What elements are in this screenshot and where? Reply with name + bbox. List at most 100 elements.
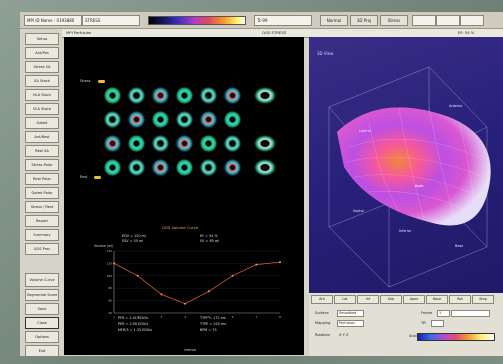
slice-thumbnail[interactable]	[128, 135, 145, 152]
mapping-label: Mapping	[315, 321, 331, 325]
sidebar-item-stress-sa[interactable]: Stress SA	[25, 61, 59, 73]
heart-mesh	[346, 106, 485, 220]
viewer-title-right: EF: 54 %	[458, 30, 475, 35]
label-septal: Septal	[353, 209, 364, 213]
stat-edv: EDV = 120 ml	[122, 234, 146, 238]
sidebar-item-stress-rest[interactable]: Stress / Rest	[25, 201, 59, 213]
sidebar-item-setup[interactable]: Setup	[25, 33, 59, 45]
x-tick-label: 8	[279, 315, 281, 319]
tab-sep[interactable]: Sep	[380, 295, 402, 304]
slice-thumbnail[interactable]	[176, 87, 193, 104]
3d-view-panel[interactable]: 3D View Anterior Lateral	[309, 37, 503, 293]
y-tick-label: 120	[107, 261, 113, 265]
long-axis-thumbnail[interactable]	[254, 135, 276, 152]
tab-lat[interactable]: Lat	[334, 295, 356, 304]
3d-proj-button[interactable]: 3D Proj	[350, 15, 378, 26]
tab-apex[interactable]: Apex	[403, 295, 425, 304]
y-tick-label: 140	[107, 249, 113, 253]
sidebar-item-rest-polar[interactable]: Rest Polar	[25, 173, 59, 185]
patient-field[interactable]: MPI ID Name : 0193880	[24, 15, 82, 26]
slice-thumbnail[interactable]	[128, 87, 145, 104]
isotope-field[interactable]: Tc-99	[254, 15, 312, 26]
tr-field[interactable]	[431, 320, 444, 327]
stress-button[interactable]: Stress	[380, 15, 408, 26]
sidebar-item-vla-stack[interactable]: VLA Stack	[25, 103, 59, 115]
rotation-axes[interactable]: X Y Z	[339, 333, 349, 337]
slice-thumbnail[interactable]	[176, 159, 193, 176]
slice-thumbnail[interactable]	[200, 111, 217, 128]
3d-heart-render[interactable]: 3D View Anterior Lateral	[309, 37, 503, 293]
sidebar-item-ant-rest[interactable]: Ant/Rest	[25, 131, 59, 143]
sidebar-item-qgs-proc[interactable]: QGS Proc	[25, 243, 59, 255]
option-field-1[interactable]	[412, 15, 436, 26]
heart-surface	[337, 107, 491, 226]
x-tick-label: 1	[113, 315, 115, 319]
frame-select[interactable]	[451, 310, 490, 317]
tab-base[interactable]: Base	[426, 295, 448, 304]
3d-controls-panel: Ant Lat Inf Sep Apex Base Rot Stop Surfa…	[309, 293, 503, 356]
x-tick-label: 6	[232, 315, 234, 319]
sidebar: Setup Ant/Pos Stress SA SA Stack HLA Sta…	[20, 29, 62, 356]
slice-thumbnail[interactable]	[104, 135, 121, 152]
slices-panel: Stress Rest QGS Volume Curve Volume (ml)…	[64, 37, 304, 355]
slice-thumbnail[interactable]	[224, 87, 241, 104]
sidebar-item-ant-pos[interactable]: Ant/Pos	[25, 47, 59, 59]
slice-thumbnail[interactable]	[224, 159, 241, 176]
sidebar-item-rest-sa[interactable]: Rest SA	[25, 145, 59, 157]
tr-label: TR	[421, 321, 426, 325]
sidebar-item-exit[interactable]: Exit	[25, 345, 59, 356]
curve-point	[231, 274, 234, 277]
slice-thumbnail[interactable]	[176, 135, 193, 152]
slice-thumbnail[interactable]	[104, 159, 121, 176]
sidebar-item-stress-polar[interactable]: Stress Polar	[25, 159, 59, 171]
slice-thumbnail[interactable]	[200, 159, 217, 176]
slice-thumbnail[interactable]	[128, 111, 145, 128]
curve-point	[255, 263, 258, 266]
normal-button[interactable]: Normal	[320, 15, 348, 26]
long-axis-thumbnail[interactable]	[254, 159, 276, 176]
tab-stop[interactable]: Stop	[472, 295, 494, 304]
option-field-3[interactable]	[460, 15, 484, 26]
slice-thumbnail[interactable]	[224, 135, 241, 152]
stress-label: Stress	[80, 79, 91, 83]
stat-ef: EF = 54 %	[200, 234, 218, 238]
slice-thumbnail[interactable]	[152, 87, 169, 104]
slice-thumbnail[interactable]	[152, 135, 169, 152]
tab-ant[interactable]: Ant	[311, 295, 333, 304]
slice-thumbnail[interactable]	[176, 111, 193, 128]
slice-thumbnail[interactable]	[152, 111, 169, 128]
viewer-title-left: MPI Perfusion	[66, 30, 92, 35]
long-axis-thumbnail[interactable]	[254, 87, 276, 104]
sidebar-item-sa-stack[interactable]: SA Stack	[25, 75, 59, 87]
sidebar-item-close[interactable]: Close	[25, 317, 59, 329]
slice-thumbnail[interactable]	[128, 159, 145, 176]
sidebar-item-volume-curve[interactable]: Volume Curve	[25, 273, 59, 287]
sidebar-item-report[interactable]: Report	[25, 215, 59, 227]
stat-pfr: PFR = 2.41 EDV/s	[118, 316, 148, 320]
slice-thumbnail[interactable]	[152, 159, 169, 176]
study-field[interactable]: STRESS	[82, 15, 140, 26]
tab-rot[interactable]: Rot	[449, 295, 471, 304]
slice-thumbnail[interactable]	[200, 135, 217, 152]
slice-thumbnail[interactable]	[200, 87, 217, 104]
tab-inf[interactable]: Inf	[357, 295, 379, 304]
surface-select[interactable]: Smoothed	[337, 310, 364, 317]
frame-field[interactable]: 1	[437, 310, 450, 317]
slice-thumbnail[interactable]	[224, 111, 241, 128]
curve-point	[207, 290, 210, 293]
sidebar-item-segmental-score[interactable]: Segmental Score	[25, 289, 59, 301]
slice-thumbnail[interactable]	[104, 111, 121, 128]
stat-ttpf: TTPF = 172 ms	[199, 316, 226, 320]
sidebar-item-hla-stack[interactable]: HLA Stack	[25, 89, 59, 101]
option-field-2[interactable]	[436, 15, 460, 26]
sidebar-item-summary[interactable]: Summary	[25, 229, 59, 241]
sidebar-item-gated-polar[interactable]: Gated Polar	[25, 187, 59, 199]
sidebar-item-gated[interactable]: Gated	[25, 117, 59, 129]
rotation-label: Rotation	[315, 333, 331, 337]
slice-thumbnail[interactable]	[104, 87, 121, 104]
x-tick-label: 4	[184, 315, 186, 319]
sidebar-item-save[interactable]: Save	[25, 303, 59, 315]
sidebar-item-options[interactable]: Options	[25, 331, 59, 343]
label-apex: Apex	[415, 184, 424, 188]
mapping-select[interactable]: Perfusion	[337, 320, 364, 327]
